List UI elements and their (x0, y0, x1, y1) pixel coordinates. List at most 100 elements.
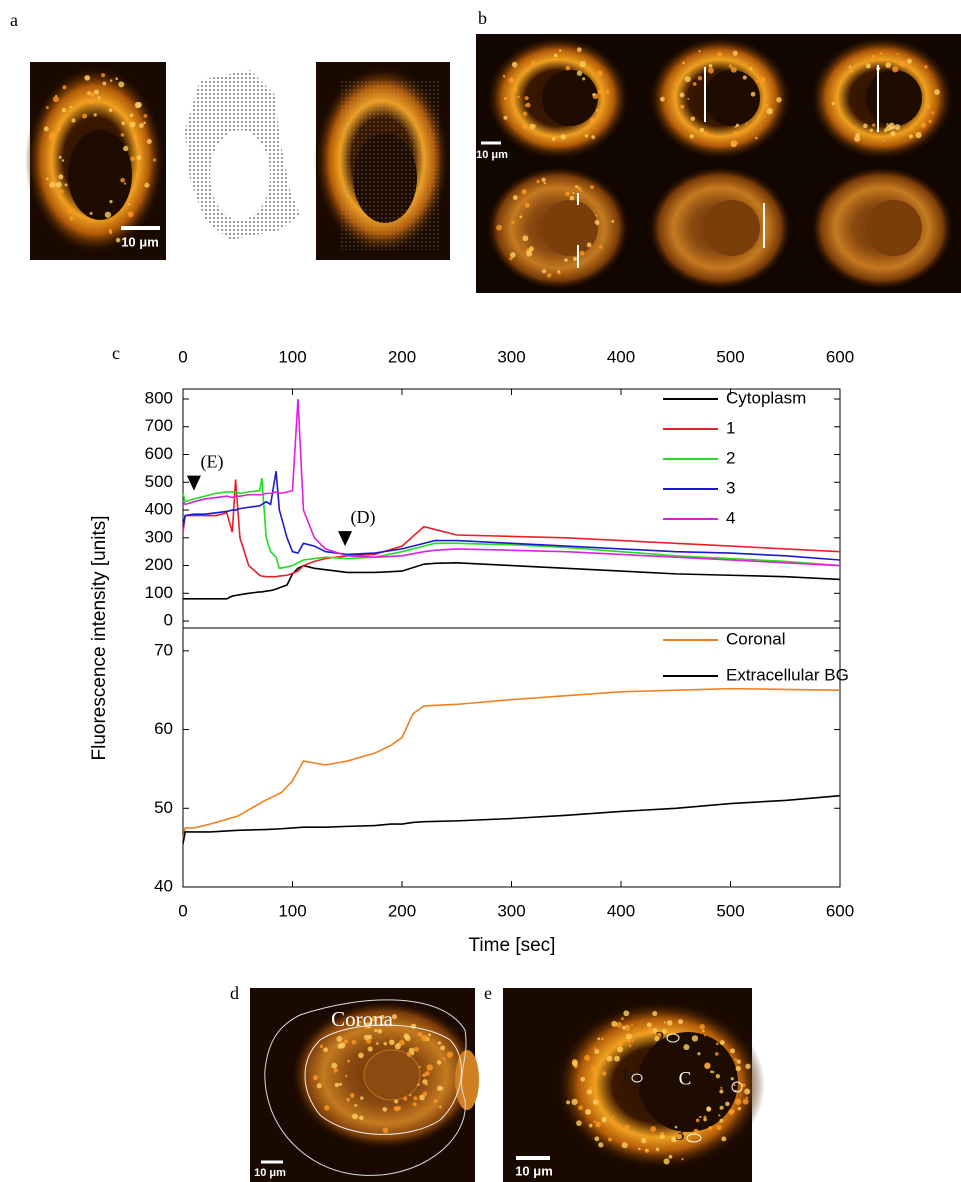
speckle (93, 113, 97, 117)
speckle (576, 1120, 582, 1126)
speckle (613, 1122, 617, 1127)
y-tick-label: 100 (145, 583, 173, 602)
speckle (755, 136, 758, 140)
speckle (718, 1114, 721, 1117)
speckle (886, 122, 889, 126)
speckle (596, 70, 603, 77)
speckle (48, 134, 56, 141)
speckle (674, 82, 677, 85)
speckle (741, 1083, 746, 1088)
speckle (146, 139, 152, 144)
speckle (586, 1089, 593, 1095)
speckle (638, 1147, 641, 1151)
speckle (512, 195, 518, 201)
speckle (354, 1103, 358, 1107)
speckle (504, 97, 507, 100)
speckle (67, 208, 72, 213)
speckle (894, 124, 901, 131)
speckle (730, 66, 737, 73)
speckle (526, 250, 533, 257)
speckle (61, 108, 66, 113)
speckle (115, 77, 119, 81)
x-tick-label: 200 (388, 901, 416, 920)
speckle (699, 1024, 705, 1030)
speckle (352, 1113, 358, 1120)
legend-label: 2 (726, 448, 735, 467)
roi (631, 1073, 643, 1083)
x-axis-title: Time [sec] (469, 935, 556, 956)
speckle (108, 108, 113, 112)
speckle (831, 101, 835, 106)
speckle (869, 128, 873, 133)
speckle (389, 1039, 395, 1046)
speckle (120, 177, 125, 183)
speckle (398, 1039, 405, 1046)
speckle (426, 1064, 433, 1071)
speckle (59, 188, 62, 191)
speckle (115, 108, 118, 112)
speckle (316, 1083, 322, 1089)
speckle (594, 219, 600, 225)
speckle (144, 182, 150, 188)
speckle (127, 203, 130, 206)
speckle (655, 1147, 660, 1152)
speckle (591, 135, 596, 139)
speckle (382, 1127, 389, 1134)
speckle (652, 1010, 658, 1017)
scale-bar-label: 10 μm (515, 1163, 553, 1178)
speckle (865, 63, 871, 69)
speckle (681, 1158, 684, 1161)
speckle (871, 54, 875, 59)
speckle (734, 1089, 737, 1092)
speckle (735, 1098, 742, 1105)
speckle (338, 1082, 342, 1086)
speckle (683, 1044, 690, 1051)
speckle (717, 52, 723, 58)
speckle (438, 1105, 443, 1109)
y-tick-label: 200 (145, 555, 173, 574)
speckle (45, 106, 49, 109)
speckle (89, 92, 95, 98)
speckle (863, 123, 868, 129)
speckle (766, 108, 773, 115)
speckle (592, 1099, 599, 1105)
speckle (418, 1065, 421, 1069)
speckle (690, 116, 696, 121)
speckle (557, 270, 560, 273)
speckle (735, 123, 740, 127)
speckle (517, 95, 520, 99)
speckle (621, 1142, 628, 1149)
speckle (605, 89, 610, 94)
speckle (630, 1023, 634, 1026)
speckle (134, 101, 142, 109)
speckle (697, 75, 703, 81)
x-tick-label: 200 (388, 347, 416, 366)
speckle (436, 1060, 442, 1065)
scale-bar-label: 10 μm (254, 1167, 286, 1179)
y-tick-label: 40 (154, 876, 173, 895)
y-tick-label: 700 (145, 416, 173, 435)
speckle (588, 1123, 593, 1128)
roi (686, 1133, 702, 1143)
speckle (104, 211, 112, 218)
speckle (614, 1055, 620, 1062)
speckle (632, 1132, 635, 1135)
speckle (69, 216, 74, 221)
speckle (598, 89, 603, 94)
panel-label: d (230, 983, 239, 1003)
speckle (371, 1015, 378, 1022)
x-tick-label: 400 (607, 347, 635, 366)
speckle (706, 1106, 711, 1111)
speckle (663, 1158, 670, 1165)
speckle (623, 1010, 630, 1017)
speckle (351, 1039, 357, 1045)
speckle (650, 1126, 657, 1132)
speckle (503, 75, 506, 78)
roi (666, 1033, 680, 1043)
y-axis-title: Fluorescence intensity [units] (89, 515, 110, 760)
speckle (725, 1101, 730, 1107)
speckle (336, 1036, 343, 1042)
panel-d: Corona 10 μm (250, 988, 480, 1182)
speckle (61, 159, 65, 162)
